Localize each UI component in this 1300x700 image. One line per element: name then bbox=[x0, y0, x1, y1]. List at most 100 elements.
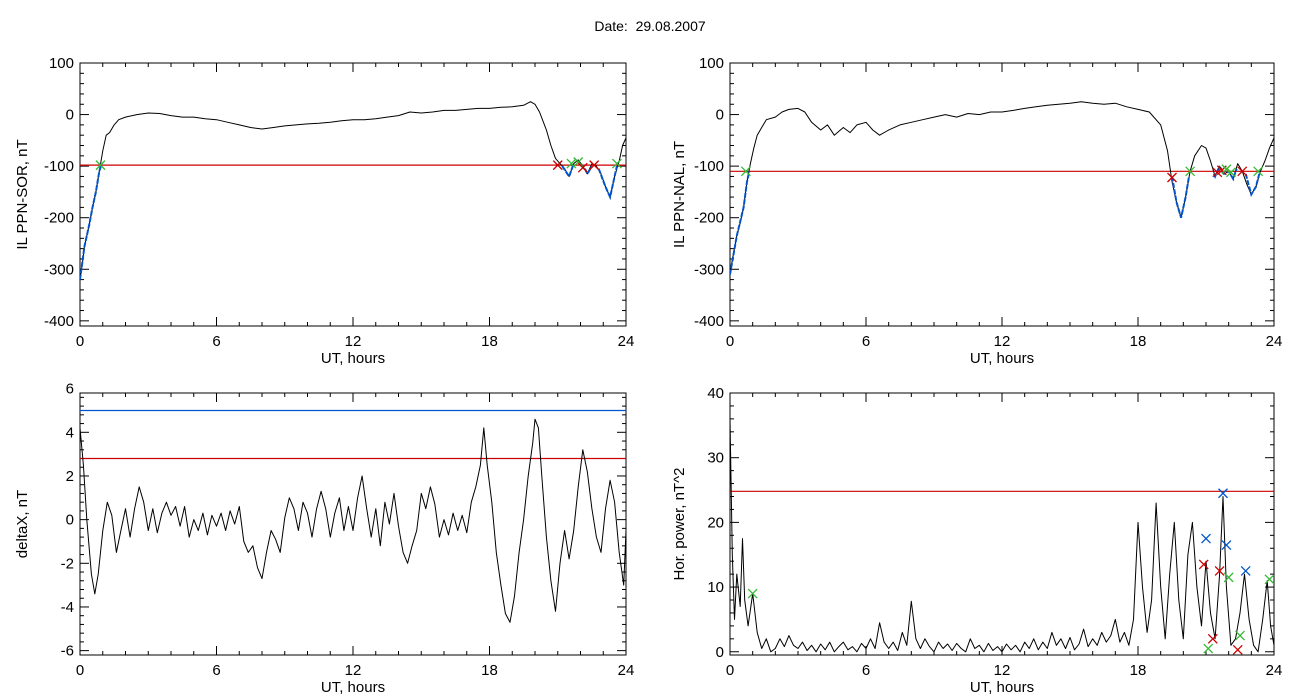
y-tick-label: -4 bbox=[61, 599, 74, 616]
x-tick-label: 24 bbox=[1266, 333, 1283, 350]
green-cross-marker bbox=[1185, 166, 1196, 177]
plot-area bbox=[730, 418, 1274, 655]
red-cross-marker bbox=[1214, 565, 1225, 576]
green-cross-marker bbox=[566, 158, 577, 169]
x-axis-label: UT, hours bbox=[970, 350, 1034, 367]
x-axis-label: UT, hours bbox=[970, 679, 1034, 696]
y-tick-label: -400 bbox=[44, 313, 74, 330]
y-tick-label: -200 bbox=[694, 210, 724, 227]
y-tick-label: 0 bbox=[716, 644, 724, 661]
blue-highlight-segment bbox=[1171, 176, 1190, 218]
blue-cross-marker bbox=[1218, 488, 1228, 499]
plot-frame bbox=[729, 62, 1275, 327]
blue-highlight-segment bbox=[80, 163, 103, 280]
blue-highlight-segment bbox=[597, 165, 618, 201]
x-tick-label: 12 bbox=[345, 333, 362, 350]
red-cross-marker bbox=[577, 162, 588, 173]
y-tick-label: -400 bbox=[694, 313, 724, 330]
green-cross-marker bbox=[1223, 572, 1234, 583]
y-tick-label: 10 bbox=[707, 579, 724, 596]
red-cross-marker bbox=[1207, 633, 1218, 644]
y-tick-label: 100 bbox=[699, 55, 724, 72]
x-axis-label: UT, hours bbox=[321, 350, 385, 367]
x-tick-label: 18 bbox=[1130, 662, 1147, 679]
red-cross-marker bbox=[1198, 559, 1209, 570]
y-tick-label: -6 bbox=[61, 643, 74, 660]
y-tick-label: -100 bbox=[44, 158, 74, 175]
plot-area bbox=[80, 101, 626, 280]
date-label: Date: bbox=[594, 18, 628, 34]
green-cross-marker bbox=[740, 166, 751, 177]
blue-highlight-segment bbox=[1244, 173, 1261, 198]
blue-highlight-segment bbox=[584, 165, 593, 177]
series-line bbox=[730, 101, 1274, 275]
y-tick-label: 6 bbox=[66, 381, 74, 398]
y-tick-label: 4 bbox=[66, 424, 74, 441]
green-cross-marker bbox=[573, 157, 584, 167]
y-tick-label: 0 bbox=[716, 107, 724, 124]
x-tick-label: 18 bbox=[481, 662, 498, 679]
x-tick-label: 12 bbox=[994, 333, 1011, 350]
red-cross-marker bbox=[552, 160, 563, 171]
x-tick-label: 0 bbox=[76, 333, 84, 350]
figure-title: Date: 29.08.2007 bbox=[0, 18, 1300, 34]
series-line bbox=[730, 418, 1274, 653]
green-cross-marker bbox=[1221, 164, 1232, 175]
red-cross-marker bbox=[1167, 172, 1177, 183]
green-cross-marker bbox=[1264, 574, 1274, 585]
series-line bbox=[80, 418, 626, 623]
plot-frame bbox=[79, 392, 627, 656]
green-cross-marker bbox=[1253, 166, 1264, 177]
y-axis-label: deltaX, nT bbox=[14, 490, 31, 558]
y-tick-label: -300 bbox=[694, 261, 724, 278]
y-axis-label: IL PPN-NAL, nT bbox=[671, 141, 688, 248]
y-axis-label: Hor. power, nT^2 bbox=[671, 468, 688, 581]
y-axis-label: IL PPN-SOR, nT bbox=[14, 139, 31, 249]
y-tick-label: 20 bbox=[707, 514, 724, 531]
blue-cross-marker bbox=[1240, 565, 1251, 576]
x-tick-label: 0 bbox=[726, 662, 734, 679]
green-cross-marker bbox=[747, 588, 758, 599]
y-tick-label: -200 bbox=[44, 210, 74, 227]
x-tick-label: 6 bbox=[212, 662, 220, 679]
green-cross-marker bbox=[1235, 630, 1245, 641]
blue-cross-marker bbox=[1201, 533, 1211, 544]
x-tick-label: 24 bbox=[618, 662, 635, 679]
x-tick-label: 24 bbox=[618, 333, 635, 350]
panel-hor-power: 0 6 12 18 24 0 10 20 30 40 UT, hours Hor. power, nT… bbox=[671, 385, 1282, 696]
date-value: 29.08.2007 bbox=[635, 18, 706, 34]
plot-frame bbox=[79, 62, 627, 327]
x-tick-label: 18 bbox=[481, 333, 498, 350]
y-tick-label: 0 bbox=[66, 107, 74, 124]
series-line bbox=[80, 101, 626, 280]
green-cross-marker bbox=[1225, 167, 1236, 178]
blue-highlight-segment bbox=[561, 163, 575, 179]
y-tick-label: 40 bbox=[707, 385, 724, 402]
plot-area bbox=[80, 409, 626, 623]
x-tick-label: 6 bbox=[862, 662, 870, 679]
green-cross-marker bbox=[611, 158, 622, 169]
x-tick-label: 0 bbox=[726, 333, 734, 350]
y-tick-label: -100 bbox=[694, 158, 724, 175]
blue-cross-marker bbox=[1221, 540, 1232, 550]
x-tick-label: 12 bbox=[345, 662, 362, 679]
x-axis-label: UT, hours bbox=[321, 679, 385, 696]
red-cross-marker bbox=[1232, 644, 1243, 655]
panel-ppn-nal: 0 6 12 18 24 -400 -300 -200 -100 0 100 UT, hours IL … bbox=[671, 55, 1282, 367]
y-tick-label: 2 bbox=[66, 468, 74, 485]
green-cross-marker bbox=[1203, 643, 1214, 654]
x-tick-label: 12 bbox=[994, 662, 1011, 679]
x-tick-label: 6 bbox=[212, 333, 220, 350]
plot-area bbox=[730, 101, 1274, 275]
red-cross-marker bbox=[1237, 166, 1248, 177]
panel-ppn-sor: 0 6 12 18 24 -400 -300 -200 -100 0 100 UT, hours IL … bbox=[14, 55, 634, 367]
y-tick-label: 0 bbox=[66, 512, 74, 529]
x-tick-label: 0 bbox=[76, 662, 84, 679]
x-tick-label: 18 bbox=[1130, 333, 1147, 350]
x-tick-label: 6 bbox=[862, 333, 870, 350]
x-tick-label: 24 bbox=[1266, 662, 1283, 679]
blue-highlight-segment bbox=[730, 171, 751, 275]
green-cross-marker bbox=[95, 160, 106, 171]
